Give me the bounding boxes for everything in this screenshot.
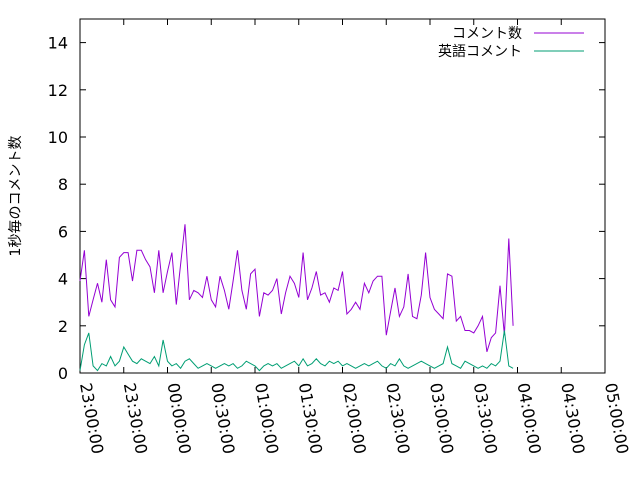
legend-label-2: 英語コメント: [438, 43, 522, 60]
y-tick-label: 14: [48, 34, 68, 53]
x-tick-label: 04:30:00: [557, 381, 588, 455]
x-tick-label: 00:00:00: [164, 381, 195, 455]
plot-frame: [79, 18, 606, 374]
y-axis-label: 1秒毎のコメント数: [8, 136, 24, 257]
y-tick-label: 6: [58, 222, 68, 241]
y-tick-label: 8: [58, 175, 68, 194]
series-line-2: [79, 330, 514, 372]
x-tick-label: 04:00:00: [514, 381, 545, 455]
x-tick-label: 23:00:00: [76, 381, 107, 455]
y-tick-label: 10: [48, 128, 68, 147]
y-tick-labels: 0 2 4 6 8 10 12 14: [48, 34, 68, 383]
x-tick-label: 05:00:00: [601, 381, 632, 455]
x-tick-label: 02:00:00: [339, 381, 370, 455]
y-tick-label: 12: [48, 81, 68, 100]
series-line-1: [79, 224, 514, 352]
x-tick-label: 01:00:00: [251, 381, 282, 455]
y-tick-label: 4: [58, 270, 68, 289]
x-tick-label: 23:30:00: [120, 381, 151, 455]
y-tick-label: 0: [58, 364, 68, 383]
series-lines: [79, 224, 514, 372]
axis-ticks: [79, 19, 606, 374]
y-tick-label: 2: [58, 317, 68, 336]
legend-label-1: コメント数: [452, 26, 522, 42]
x-tick-label: 03:00:00: [426, 381, 457, 455]
x-tick-labels: 23:00:00 23:30:00 00:00:00 00:30:00 01:00:00…: [76, 381, 632, 455]
x-tick-label: 00:30:00: [207, 381, 238, 455]
x-tick-label: 03:30:00: [470, 381, 501, 455]
x-tick-label: 01:30:00: [295, 381, 326, 455]
x-tick-label: 02:30:00: [382, 381, 413, 455]
